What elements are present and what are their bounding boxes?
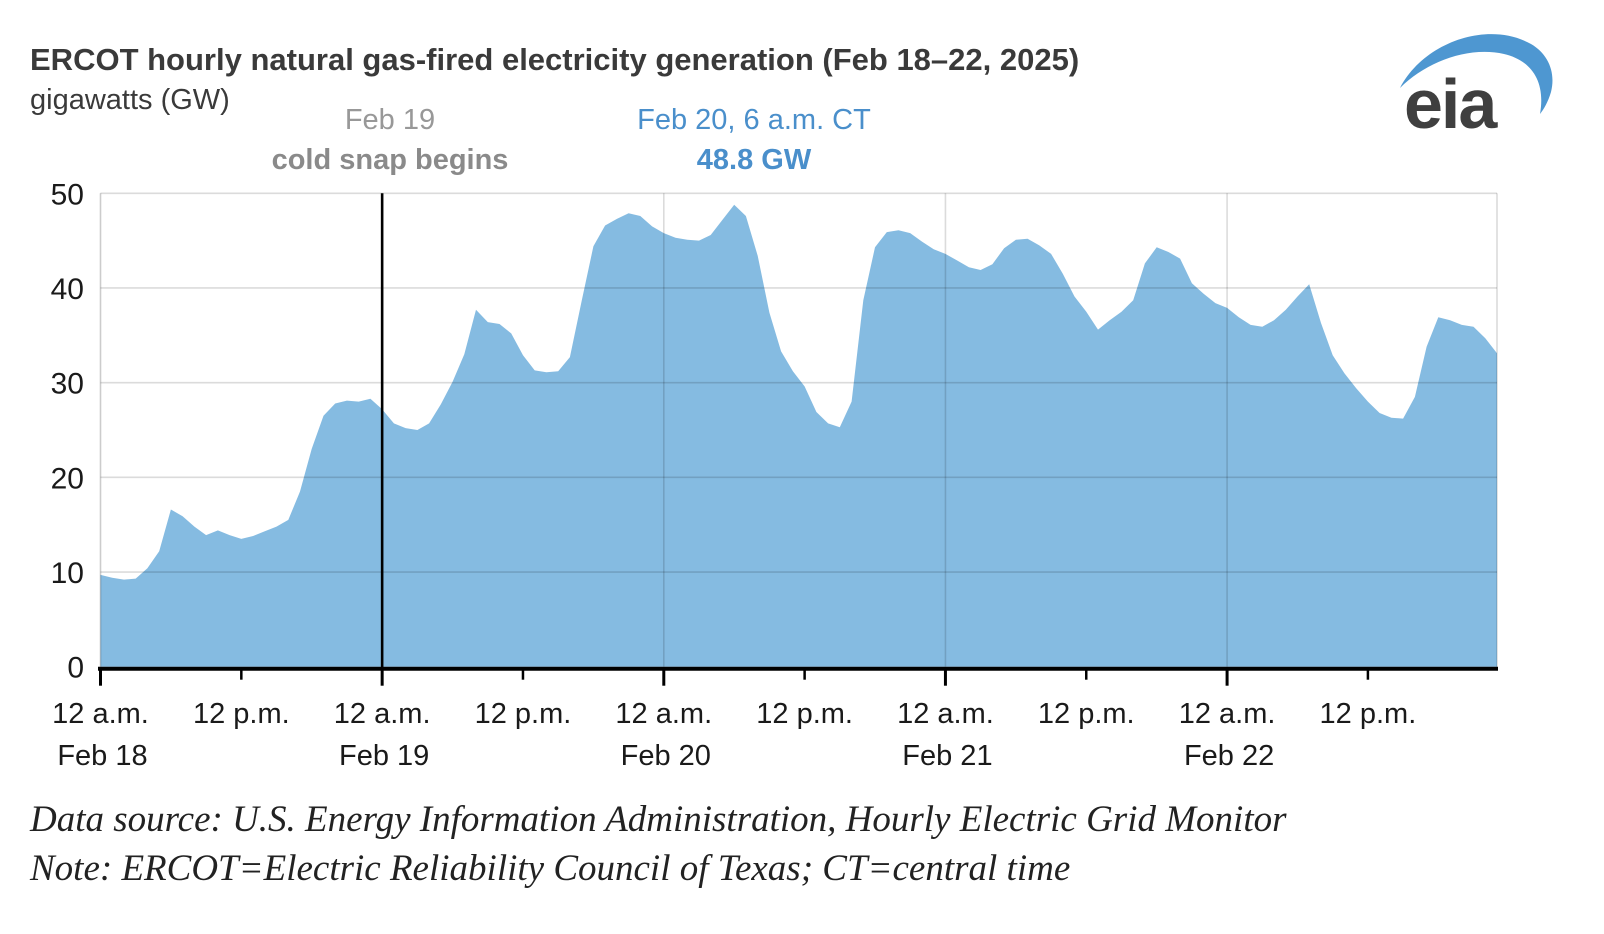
x-tick-label: 12 a.m.: [615, 698, 712, 730]
x-day-label: Feb 20: [621, 740, 711, 772]
cold-snap-annotation-text: cold snap begins: [271, 144, 509, 176]
x-day-label: Feb 21: [902, 740, 992, 772]
x-day-label: Feb 22: [1184, 740, 1274, 772]
chart-unit-label: gigawatts (GW): [30, 84, 230, 116]
eia-logo-swoosh-icon: [1400, 34, 1553, 114]
x-day-label: Feb 19: [339, 740, 429, 772]
x-tick-label: 12 p.m.: [475, 698, 572, 730]
y-tick-label: 30: [51, 368, 84, 401]
x-tick-label: 12 p.m.: [756, 698, 853, 730]
peak-annotation-time: Feb 20, 6 a.m. CT: [637, 104, 871, 136]
x-tick-label: 12 a.m.: [897, 698, 994, 730]
chart-title: ERCOT hourly natural gas-fired electrici…: [30, 42, 1080, 77]
x-tick-label: 12 a.m.: [1179, 698, 1276, 730]
footer-notes: Data source: U.S. Energy Information Adm…: [30, 795, 1287, 893]
eia-logo-text: eia: [1404, 65, 1498, 136]
x-tick-label: 12 p.m.: [1320, 698, 1417, 730]
peak-annotation-value: 48.8 GW: [696, 144, 812, 176]
y-tick-label: 50: [51, 178, 84, 211]
y-tick-label: 20: [51, 462, 84, 495]
eia-logo: eia: [1400, 34, 1553, 136]
y-tick-label: 10: [51, 557, 84, 590]
x-tick-label: 12 a.m.: [52, 698, 149, 730]
data-source-note: Data source: U.S. Energy Information Adm…: [30, 799, 1287, 840]
x-tick-label: 12 a.m.: [334, 698, 431, 730]
cold-snap-annotation-date: Feb 19: [344, 104, 436, 136]
y-tick-label: 40: [51, 273, 84, 306]
x-day-label: Feb 18: [57, 740, 147, 772]
abbreviation-note: Note: ERCOT=Electric Reliability Council…: [30, 848, 1071, 889]
x-tick-label: 12 p.m.: [1038, 698, 1135, 730]
y-tick-label: 0: [67, 652, 84, 685]
generation-area-series: [100, 204, 1497, 667]
peak-annotation: Feb 20, 6 a.m. CT 48.8 GW: [544, 100, 964, 180]
x-tick-label: 12 p.m.: [193, 698, 290, 730]
cold-snap-annotation: Feb 19 cold snap begins: [180, 100, 600, 180]
